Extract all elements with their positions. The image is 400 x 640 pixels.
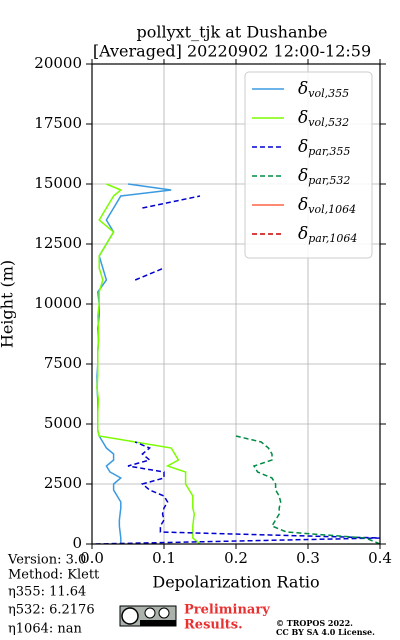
legend-label: δvol,355 [298, 79, 349, 101]
y-tick-label: 7500 [44, 354, 82, 372]
legend-subscript: vol,532 [308, 116, 349, 129]
info: Version: 3.0 Method: Klett η355: 11.64 η… [7, 553, 100, 637]
plot-frame [91, 63, 381, 545]
legend-symbol: δ [298, 166, 308, 186]
by-circle [144, 607, 156, 619]
sa-circle [158, 607, 170, 619]
method: Method: Klett [8, 568, 100, 583]
profile-line [95, 195, 380, 544]
legend-subscript: par,355 [308, 145, 350, 158]
preliminary: Preliminary [184, 603, 270, 618]
y-tick-label: 0 [72, 534, 82, 552]
legend-label: δvol,1064 [298, 195, 356, 217]
cc-band [140, 620, 176, 626]
profile-line [235, 435, 380, 544]
y-tick-label: 10000 [34, 294, 82, 312]
chart-title: pollyxt_tjk at Dushanbe [136, 23, 327, 42]
y-tick-label: 5000 [44, 414, 82, 432]
eta: η532: 6.2176 [8, 603, 95, 618]
preliminary: Results. [184, 618, 243, 633]
legend-symbol: δ [298, 137, 308, 157]
y-tick-label: 20000 [34, 54, 82, 72]
chart-title: [Averaged] 20220902 12:00-12:59 [93, 42, 371, 61]
profile-line [96, 183, 201, 544]
legend-subscript: par,1064 [308, 232, 357, 245]
copyright: CC BY SA 4.0 License. [276, 627, 375, 637]
x-tick-label: 0.2 [224, 549, 248, 567]
legend-subscript: par,532 [308, 174, 350, 187]
legend-symbol: δ [298, 108, 308, 128]
version: Version: 3.0 [7, 553, 86, 568]
y-tick-label: 12500 [34, 234, 82, 252]
y-tick-label: 15000 [34, 174, 82, 192]
x-tick-label: 0.3 [296, 549, 320, 567]
x-axis-label: Depolarization Ratio [152, 573, 319, 592]
x-tick-label: 0.0 [80, 549, 104, 567]
legend-label: δpar,1064 [298, 224, 357, 246]
y-tick-label: 17500 [34, 114, 82, 132]
copyright: © TROPOS 2022. [276, 618, 353, 628]
legend-symbol: δ [298, 224, 308, 244]
legend-subscript: vol,1064 [308, 203, 356, 216]
x-tick-label: 0.1 [152, 549, 176, 567]
cc-logo [119, 605, 177, 627]
legend-symbol: δ [298, 195, 308, 215]
cc-circle [121, 607, 139, 625]
legend-subscript: vol,355 [308, 87, 349, 100]
legend-label: δvol,532 [298, 108, 349, 130]
legend-label: δpar,355 [298, 137, 350, 159]
eta: η1064: nan [8, 622, 83, 637]
x-tick-label: 0.4 [368, 549, 392, 567]
legend-label: δpar,532 [298, 166, 350, 188]
legend-symbol: δ [298, 79, 308, 99]
y-axis-label: Height (m) [0, 260, 17, 348]
y-tick-label: 2500 [44, 474, 82, 492]
eta: η355: 11.64 [8, 585, 86, 600]
